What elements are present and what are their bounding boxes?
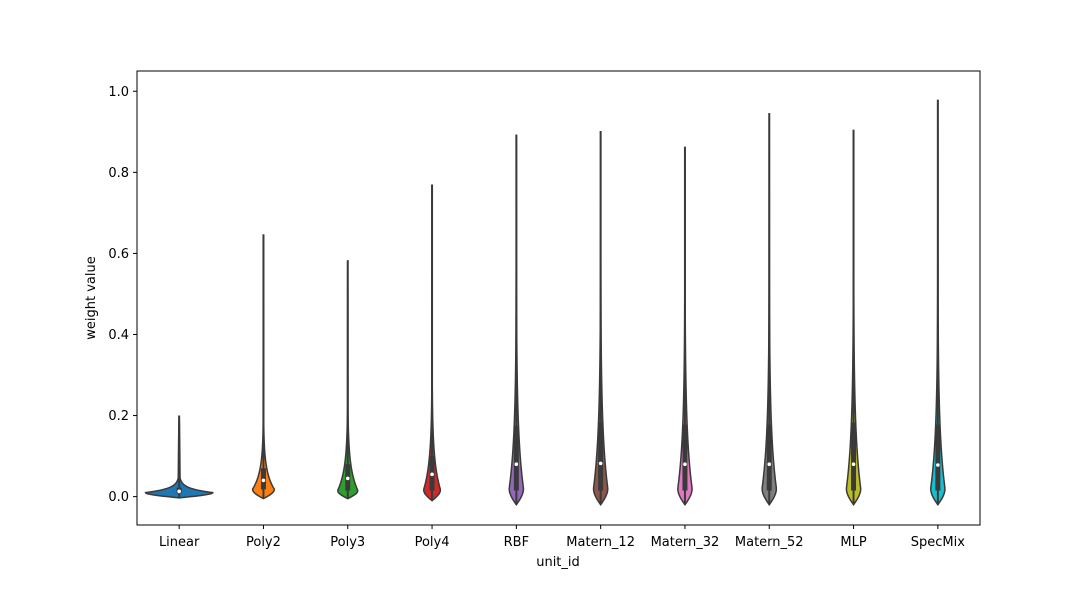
violin-median-dot	[683, 462, 687, 466]
y-tick-label: 0.6	[108, 247, 129, 262]
x-tick-label: Poly2	[246, 535, 281, 550]
x-tick-label: MLP	[840, 535, 866, 550]
violin-iqr-box	[682, 424, 688, 491]
x-axis-label: unit_id	[536, 555, 580, 570]
x-axis: Linear Poly2 Poly3 Poly4 RBF Matern_12 Matern_…	[159, 525, 965, 550]
x-tick-label: Poly3	[330, 535, 365, 550]
violin-median-dot	[345, 476, 350, 481]
x-tick-label: Poly4	[415, 535, 450, 550]
violin-median-dot	[430, 472, 434, 477]
x-tick-label: Matern_12	[566, 535, 635, 550]
violin-iqr-box	[851, 422, 857, 491]
y-tick-label: 1.0	[108, 85, 129, 100]
violin-median-dot	[261, 478, 266, 483]
violin-iqr-box	[766, 424, 772, 491]
violin-median-dot	[514, 462, 519, 466]
y-tick-label: 0.0	[108, 490, 129, 505]
violin-iqr-box	[598, 422, 604, 491]
x-tick-label: RBF	[504, 535, 529, 550]
y-tick-label: 0.4	[108, 328, 129, 343]
y-tick-label: 0.2	[108, 409, 129, 424]
violin-median-dot	[851, 462, 856, 466]
violin-median-dot	[767, 462, 772, 466]
violin-median-dot	[177, 489, 181, 494]
x-tick-label: Matern_52	[735, 535, 804, 550]
y-axis-label: weight value	[84, 256, 99, 339]
y-axis: 0.0 0.2 0.4 0.6 0.8 1.0	[108, 85, 137, 505]
x-tick-label: SpecMix	[911, 535, 965, 550]
x-tick-label: Matern_32	[651, 535, 720, 550]
violin-median-dot	[598, 461, 603, 466]
violin-iqr-box	[513, 425, 519, 491]
y-tick-label: 0.8	[108, 166, 129, 181]
x-tick-label: Linear	[159, 535, 200, 550]
plot-frame	[136, 70, 981, 526]
violin-iqr-box	[935, 424, 941, 491]
violins-layer	[144, 99, 946, 507]
violin-median-dot	[936, 463, 940, 467]
